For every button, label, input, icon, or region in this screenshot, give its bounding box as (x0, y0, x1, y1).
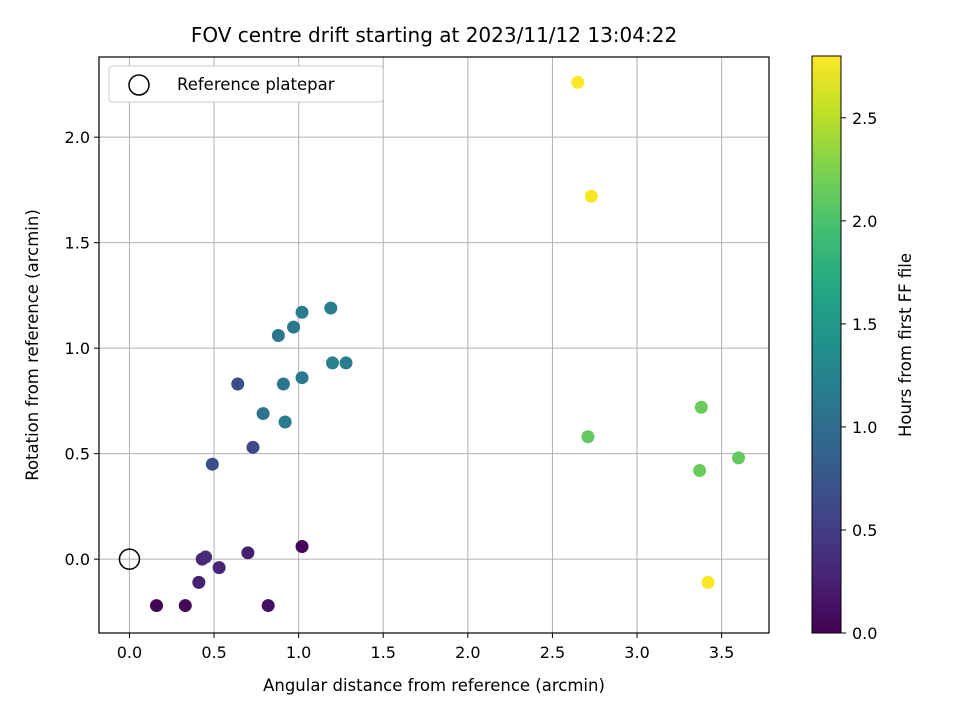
legend-box (108, 65, 384, 103)
y-axis-ticks: 0.0 0.5 1.0 1.5 2.0 (65, 128, 99, 569)
data-point (339, 356, 353, 370)
x-tick-label: 0.0 (117, 643, 142, 662)
y-axis-label: Rotation from reference (arcmin) (23, 209, 42, 481)
data-point (271, 329, 285, 343)
colorbar-tick-label: 1.0 (852, 418, 877, 437)
data-point (241, 546, 255, 560)
grid-lines (99, 57, 769, 633)
x-axis-ticks: 0.0 0.5 1.0 1.5 2.0 2.5 3.0 3.5 (117, 633, 734, 662)
x-tick-label: 0.5 (201, 643, 226, 662)
data-point (571, 75, 585, 89)
data-point (212, 561, 226, 575)
data-point (205, 457, 219, 471)
data-point (584, 189, 598, 203)
y-tick-label: 1.0 (65, 339, 90, 358)
colorbar-ticks: 0.0 0.5 1.0 1.5 2.0 2.5 (841, 109, 877, 643)
data-point (325, 356, 339, 370)
data-point (295, 371, 309, 385)
y-tick-label: 0.0 (65, 550, 90, 569)
data-point (287, 320, 301, 334)
legend: Reference platepar (108, 65, 384, 103)
x-tick-label: 1.0 (286, 643, 311, 662)
data-point (693, 464, 707, 478)
colorbar-tick-label: 0.0 (852, 624, 877, 643)
data-point (324, 301, 338, 315)
chart-title: FOV centre drift starting at 2023/11/12 … (191, 23, 677, 47)
data-point (246, 440, 260, 454)
x-tick-label: 3.0 (624, 643, 649, 662)
x-tick-label: 2.0 (455, 643, 480, 662)
data-point (192, 575, 206, 589)
x-axis-label: Angular distance from reference (arcmin) (263, 676, 605, 695)
data-point (694, 400, 708, 414)
data-point (256, 407, 270, 421)
x-tick-label: 1.5 (371, 643, 396, 662)
data-point (732, 451, 746, 465)
data-point (150, 599, 164, 613)
colorbar-tick-label: 2.5 (852, 109, 877, 128)
data-point (295, 305, 309, 319)
colorbar-label: Hours from first FF file (896, 253, 915, 437)
legend-label: Reference platepar (177, 75, 335, 94)
data-point (178, 599, 192, 613)
plot-frame (98, 56, 770, 634)
data-point (295, 539, 309, 553)
colorbar-tick-label: 1.5 (852, 315, 877, 334)
legend-marker (128, 74, 150, 96)
reference-platepar-marker (118, 548, 141, 570)
data-point (261, 599, 275, 613)
x-tick-label: 3.5 (709, 643, 734, 662)
colorbar-gradient (811, 55, 842, 634)
reference-marker (118, 548, 141, 570)
colorbar-tick-label: 0.5 (852, 521, 877, 540)
data-point (701, 575, 715, 589)
y-tick-label: 1.5 (65, 234, 90, 253)
data-point (231, 377, 245, 391)
y-tick-label: 0.5 (65, 445, 90, 464)
data-points (150, 75, 746, 613)
data-point (581, 430, 595, 444)
x-tick-label: 2.5 (540, 643, 565, 662)
data-point (276, 377, 290, 391)
data-point (278, 415, 292, 429)
y-tick-label: 2.0 (65, 128, 90, 147)
colorbar-tick-label: 2.0 (852, 212, 877, 231)
colorbar: 0.0 0.5 1.0 1.5 2.0 2.5 Hours from first FF f… (811, 55, 915, 643)
data-point (199, 550, 213, 564)
